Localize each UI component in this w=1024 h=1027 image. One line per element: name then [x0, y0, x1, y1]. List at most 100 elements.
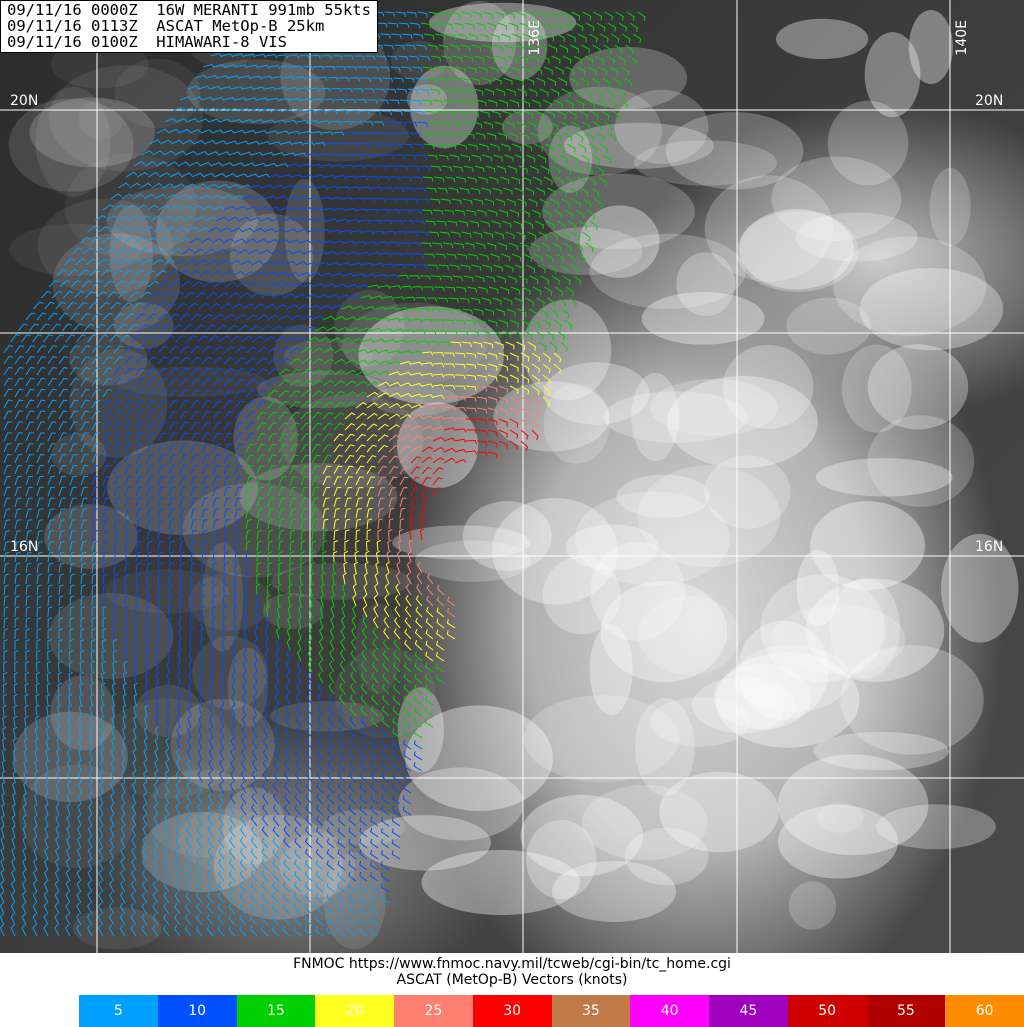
wind-barb: [377, 529, 382, 540]
wind-barb: [276, 54, 289, 59]
wind-barb: [322, 390, 334, 398]
wind-barb: [144, 715, 149, 728]
wind-barb: [507, 165, 517, 174]
wind-barb: [414, 329, 426, 334]
wind-barb: [315, 860, 324, 871]
wind-barb: [174, 150, 186, 156]
wind-barb: [256, 432, 266, 442]
wind-barb: [146, 606, 151, 618]
wind-barb: [359, 882, 368, 893]
wind-barb: [256, 562, 262, 574]
wind-barb: [24, 671, 30, 684]
wind-barb: [576, 176, 586, 186]
wind-barb: [497, 22, 508, 30]
wind-barb: [282, 892, 291, 904]
wind-barb: [36, 388, 46, 398]
wind-barb: [322, 487, 331, 497]
wind-barb: [315, 826, 324, 838]
wind-barb: [349, 738, 357, 750]
wind-barb: [204, 140, 216, 145]
wind-barb: [201, 465, 210, 475]
wind-barb: [465, 396, 477, 402]
wind-barb: [80, 312, 91, 321]
wind-barb: [328, 153, 340, 158]
wind-barb: [230, 748, 236, 761]
wind-barb: [393, 77, 404, 83]
wind-barb: [146, 432, 156, 442]
wind-barb: [91, 377, 102, 387]
wind-barb: [113, 312, 125, 321]
wind-barb: [1, 792, 6, 805]
wind-barb: [190, 595, 195, 607]
wind-barb: [179, 367, 190, 376]
wind-barb: [388, 209, 401, 214]
wind-barb: [164, 226, 176, 233]
wind-barb: [261, 903, 269, 915]
wind-barb: [224, 281, 237, 288]
wind-barb: [377, 413, 389, 420]
wind-barb: [76, 858, 82, 871]
wind-barb: [510, 286, 520, 295]
wind-barb: [108, 913, 115, 926]
wind-barb: [45, 759, 50, 772]
wind-barb: [498, 374, 508, 383]
wind-barb: [435, 253, 446, 259]
wind-barb: [475, 22, 486, 30]
wind-barb: [87, 902, 93, 915]
wind-barb: [561, 198, 571, 208]
wind-barb: [464, 132, 475, 140]
wind-barb: [527, 231, 537, 240]
wind-barb: [486, 22, 497, 30]
wind-barb: [174, 836, 181, 849]
wind-barb: [57, 660, 63, 673]
wind-barb: [412, 286, 424, 291]
wind-barb: [185, 814, 192, 827]
wind-barb: [21, 880, 27, 893]
wind-barb: [538, 341, 547, 352]
wind-barb: [88, 803, 93, 816]
wind-barb: [203, 248, 216, 255]
wind-barb: [228, 892, 236, 904]
wind-barb: [370, 849, 379, 860]
wind-barb: [338, 77, 350, 82]
wind-barb: [61, 323, 72, 332]
wind-barb: [46, 693, 51, 706]
wind-barb: [331, 55, 343, 60]
wind-barb: [0, 913, 5, 926]
wind-barb: [168, 421, 178, 431]
wind-barb: [322, 497, 330, 508]
wind-barb: [529, 165, 539, 174]
wind-barb: [36, 486, 44, 497]
wind-barb: [406, 572, 412, 585]
cloud: [35, 87, 111, 197]
wind-barb: [164, 814, 170, 827]
wind-barb: [309, 605, 314, 618]
wind-barb: [25, 562, 32, 574]
wind-barb: [337, 849, 346, 860]
cloud: [569, 46, 688, 110]
wind-barb: [247, 249, 260, 255]
wind-barb: [124, 399, 134, 409]
wind-barb: [309, 54, 321, 60]
wind-barb: [432, 394, 445, 399]
wind-barb: [176, 302, 188, 310]
wind-barb: [91, 356, 102, 365]
wind-barb: [385, 306, 398, 311]
wind-barb: [86, 913, 93, 926]
wind-barb: [365, 241, 378, 246]
wind-barb: [406, 11, 417, 18]
wind-barb: [245, 508, 253, 519]
wind-barb: [432, 99, 444, 106]
wind-barb: [69, 345, 80, 354]
wind-barb: [130, 924, 137, 937]
wind-barb: [93, 247, 105, 255]
wind-barb: [443, 352, 455, 357]
wind-barb: [80, 465, 89, 475]
wind-barb: [294, 826, 302, 838]
wind-barb: [242, 195, 255, 200]
wind-barb: [206, 183, 218, 189]
wind-barb: [399, 445, 411, 453]
wind-barb: [256, 368, 268, 376]
wind-barb: [264, 195, 277, 200]
wind-barb: [219, 715, 225, 728]
